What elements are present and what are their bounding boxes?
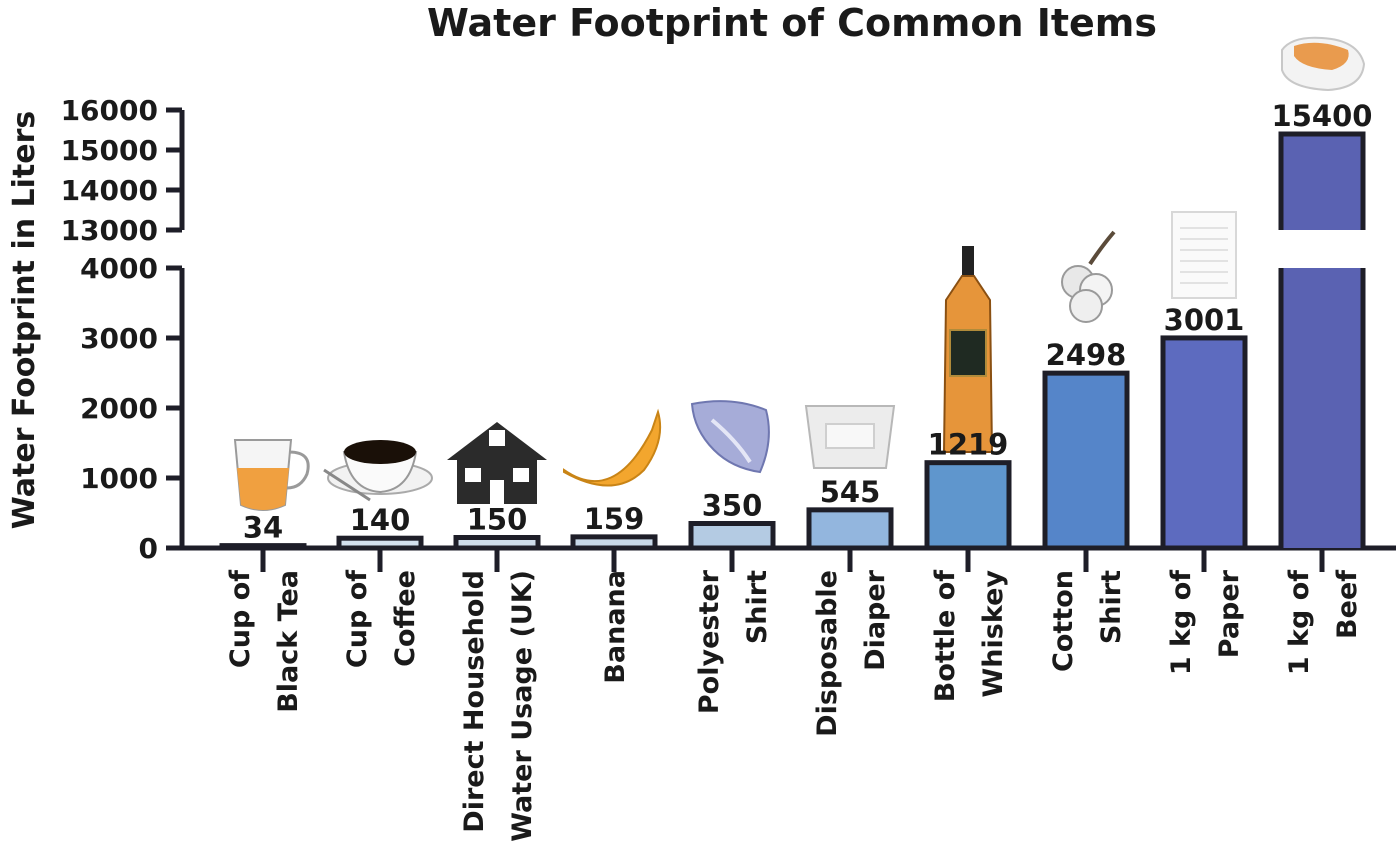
y-tick-lower-4: 4000 <box>80 252 158 285</box>
category-labels-group: Cup of Black Tea Cup of Coffee Direct Househ… <box>225 569 1363 841</box>
banana-icon <box>563 408 662 487</box>
cotton-boll-icon <box>1061 230 1116 323</box>
y-axis-label: Water Footprint in Liters <box>7 111 42 530</box>
y-tick-upper-3: 16000 <box>61 94 158 127</box>
bar-9-upper-outline <box>1278 131 1366 230</box>
y-tick-upper-2: 15000 <box>61 134 158 167</box>
category-label-8-line2: Paper <box>1214 569 1245 658</box>
category-label-9-line2: Beef <box>1332 570 1363 639</box>
data-label-0: 34 <box>243 511 283 545</box>
y-tick-lower-3: 3000 <box>80 322 158 355</box>
bar-9 <box>1281 134 1363 230</box>
category-label-9-line1: 1 kg of <box>1284 570 1315 675</box>
data-label-5: 545 <box>820 475 881 509</box>
bar-2 <box>453 535 541 551</box>
category-label-2-line1: Direct Household <box>459 570 490 833</box>
category-label-5-line2: Diaper <box>860 569 891 671</box>
data-label-3: 159 <box>584 502 645 536</box>
bar-6 <box>924 460 1012 551</box>
category-label-4-line1: Polyester <box>694 569 725 714</box>
bar-8 <box>1160 335 1248 551</box>
category-label-5-line1: Disposable <box>812 570 843 737</box>
bar-7 <box>1042 370 1130 551</box>
y-tick-lower-1: 1000 <box>80 462 158 495</box>
y-tick-lower-2: 2000 <box>80 392 158 425</box>
data-labels-group: 34 140 150 159 350 545 1219 2498 3001 15400 <box>243 99 1373 545</box>
category-label-2-line2: Water Usage (UK) <box>507 570 538 842</box>
bar-0 <box>219 543 307 551</box>
house-icon <box>447 422 547 504</box>
data-label-9: 15400 <box>1272 99 1373 133</box>
y-tick-lower-0: 0 <box>139 532 158 565</box>
data-label-4: 350 <box>702 489 763 523</box>
whiskey-bottle-icon <box>942 246 994 453</box>
bar-4 <box>688 521 776 551</box>
data-label-6: 1219 <box>928 428 1009 462</box>
category-label-1-line2: Coffee <box>390 570 421 667</box>
beef-icon <box>1281 36 1366 92</box>
coffee-cup-icon <box>323 440 433 502</box>
tea-cup-icon <box>233 439 310 511</box>
data-label-1: 140 <box>350 503 411 537</box>
paper-stack-icon <box>1171 211 1237 299</box>
category-label-0-line1: Cup of <box>225 570 256 668</box>
chart-title: Water Footprint of Common Items <box>427 1 1157 45</box>
bar-5 <box>806 507 894 551</box>
icons-group <box>233 36 1366 511</box>
polyester-fabric-icon <box>690 400 770 474</box>
y-tick-upper-0: 13000 <box>61 214 158 247</box>
bars-group <box>219 131 1366 551</box>
category-label-7-line2: Shirt <box>1096 570 1127 644</box>
category-label-4-line2: Shirt <box>742 570 773 644</box>
category-label-1-line1: Cup of <box>342 570 373 668</box>
data-label-7: 2498 <box>1046 338 1127 372</box>
bar-9-lower <box>1281 268 1363 548</box>
bar-1 <box>336 535 424 551</box>
data-label-2: 150 <box>467 503 528 537</box>
category-label-6-line2: Whiskey <box>978 570 1009 698</box>
diaper-icon <box>804 405 896 469</box>
category-label-7-line1: Cotton <box>1048 570 1079 672</box>
y-tick-upper-1: 14000 <box>61 174 158 207</box>
category-label-0-line2: Black Tea <box>273 570 304 713</box>
category-label-3-line1: Banana <box>600 570 631 684</box>
category-label-8-line1: 1 kg of <box>1166 570 1197 675</box>
bar-3 <box>570 534 658 551</box>
category-label-6-line1: Bottle of <box>930 570 961 702</box>
data-label-8: 3001 <box>1164 303 1245 337</box>
